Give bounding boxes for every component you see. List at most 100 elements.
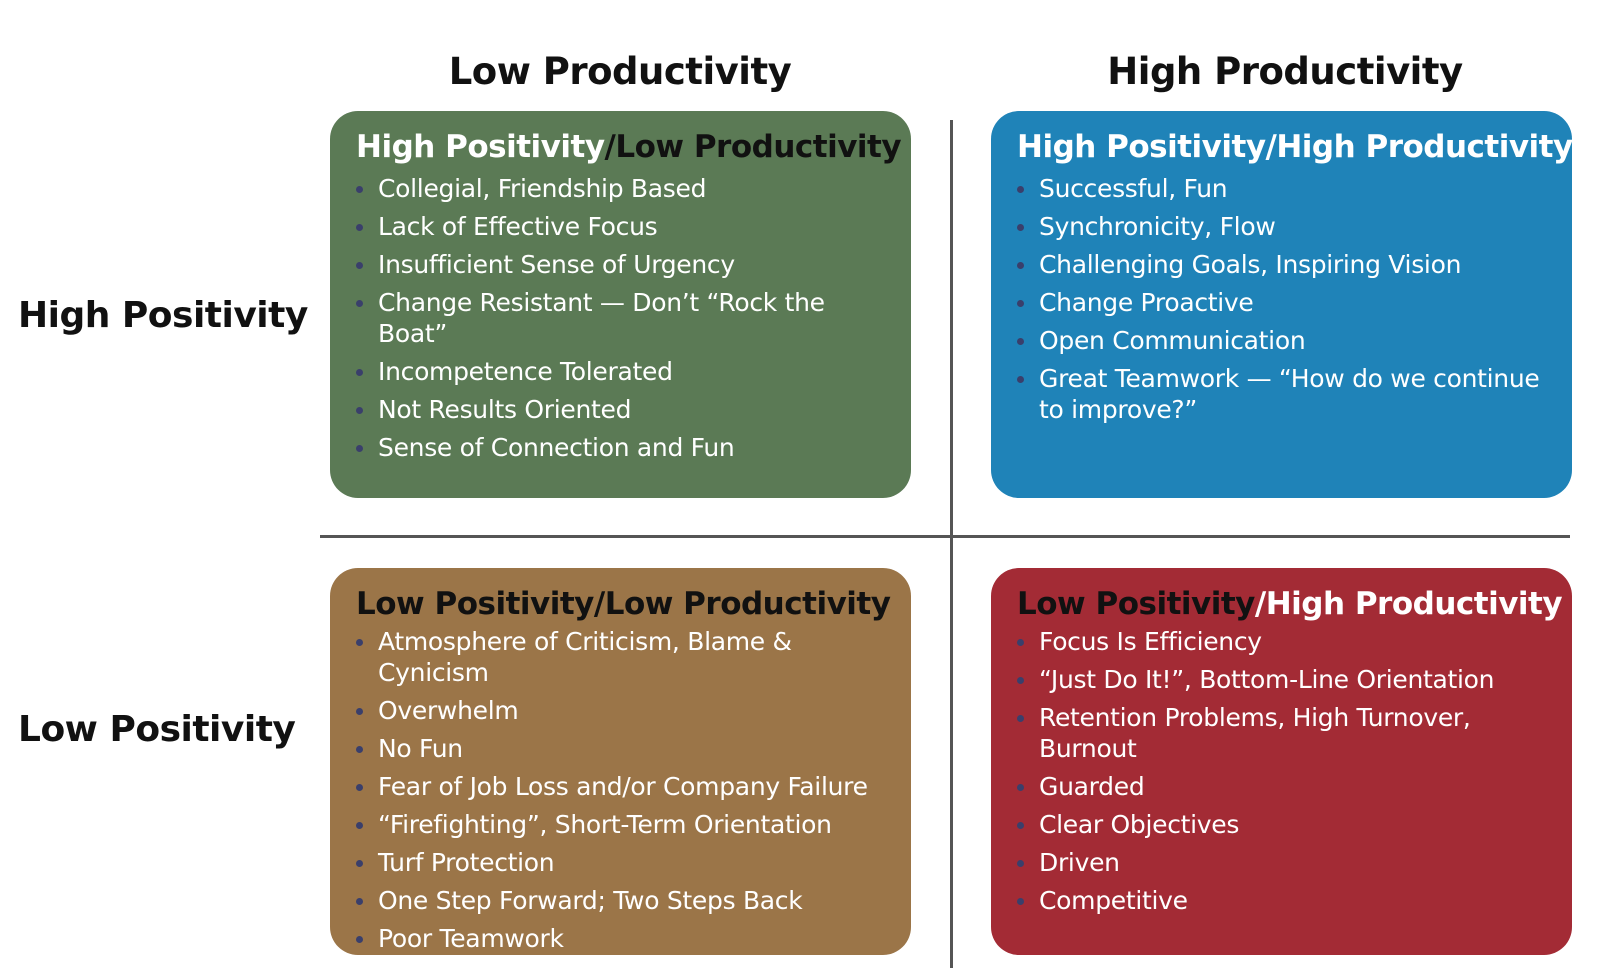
list-item-text: No Fun <box>378 734 463 763</box>
list-item-text: Incompetence Tolerated <box>378 357 673 386</box>
bullet-icon <box>1017 860 1024 867</box>
list-item: Incompetence Tolerated <box>356 356 891 387</box>
horizontal-axis-divider <box>320 535 1570 538</box>
list-item-text: Lack of Effective Focus <box>378 212 658 241</box>
quadrant-title-part-positivity: Low Positivity/Low Productivity <box>356 586 891 622</box>
list-item: Collegial, Friendship Based <box>356 173 891 204</box>
list-item-text: Poor Teamwork <box>378 924 564 953</box>
column-header-low-productivity: Low Productivity <box>448 50 792 93</box>
quadrant-title: High Positivity/High Productivity <box>1017 125 1573 169</box>
list-item: Atmosphere of Criticism, Blame & Cynicis… <box>356 626 891 688</box>
list-item: Overwhelm <box>356 695 891 726</box>
bullet-icon <box>1017 224 1024 231</box>
list-item-text: Change Resistant — Don’t “Rock the Boat” <box>378 288 825 348</box>
list-item: Competitive <box>1017 885 1552 916</box>
list-item: Change Proactive <box>1017 287 1552 318</box>
list-item-text: Fear of Job Loss and/or Company Failure <box>378 772 868 801</box>
bullet-icon <box>356 224 363 231</box>
list-item: Sense of Connection and Fun <box>356 432 891 463</box>
list-item-text: Clear Objectives <box>1039 810 1240 839</box>
quadrant-title-part-positivity: Low Positivity <box>1017 586 1255 622</box>
bullet-icon <box>1017 262 1024 269</box>
list-item: Poor Teamwork <box>356 923 891 954</box>
list-item: Turf Protection <box>356 847 891 878</box>
column-header-high-productivity: High Productivity <box>1107 50 1463 93</box>
bullet-icon <box>356 898 363 905</box>
list-item: Not Results Oriented <box>356 394 891 425</box>
quadrant-low-positivity-high-productivity: Low Positivity/High Productivity Focus I… <box>991 568 1572 955</box>
list-item-text: One Step Forward; Two Steps Back <box>378 886 803 915</box>
list-item: Lack of Effective Focus <box>356 211 891 242</box>
quadrant-item-list: Successful, Fun Synchronicity, Flow Challe… <box>1017 173 1552 425</box>
bullet-icon <box>356 822 363 829</box>
quadrant-title: High Positivity/Low Productivity <box>356 125 902 169</box>
bullet-icon <box>356 369 363 376</box>
bullet-icon <box>356 262 363 269</box>
bullet-icon <box>1017 784 1024 791</box>
bullet-icon <box>356 708 363 715</box>
list-item-text: Retention Problems, High Turnover, Burno… <box>1039 703 1471 763</box>
bullet-icon <box>1017 639 1024 646</box>
list-item: “Just Do It!”, Bottom-Line Orientation <box>1017 664 1552 695</box>
list-item-text: Turf Protection <box>378 848 555 877</box>
list-item: Synchronicity, Flow <box>1017 211 1552 242</box>
list-item-text: Competitive <box>1039 886 1188 915</box>
quadrant-high-positivity-low-productivity: High Positivity/Low Productivity Collegi… <box>330 111 911 498</box>
list-item: Successful, Fun <box>1017 173 1552 204</box>
bullet-icon <box>1017 822 1024 829</box>
bullet-icon <box>356 639 363 646</box>
list-item-text: Insufficient Sense of Urgency <box>378 250 735 279</box>
quadrant-high-positivity-high-productivity: High Positivity/High Productivity Succes… <box>991 111 1573 498</box>
list-item: Insufficient Sense of Urgency <box>356 249 891 280</box>
list-item: Driven <box>1017 847 1552 878</box>
quadrant-title: Low Positivity/High Productivity <box>1017 582 1563 626</box>
bullet-icon <box>356 186 363 193</box>
bullet-icon <box>1017 898 1024 905</box>
row-header-high-positivity: High Positivity <box>18 295 308 336</box>
list-item-text: Driven <box>1039 848 1120 877</box>
bullet-icon <box>1017 677 1024 684</box>
list-item: One Step Forward; Two Steps Back <box>356 885 891 916</box>
quadrant-title-part-productivity: /Low Productivity <box>604 129 902 165</box>
bullet-icon <box>356 860 363 867</box>
list-item: “Firefighting”, Short-Term Orientation <box>356 809 891 840</box>
list-item-text: Overwhelm <box>378 696 519 725</box>
quadrant-item-list: Focus Is Efficiency “Just Do It!”, Bottom… <box>1017 626 1552 916</box>
row-header-low-positivity: Low Positivity <box>18 709 296 750</box>
list-item-text: “Just Do It!”, Bottom-Line Orientation <box>1039 665 1495 694</box>
list-item: Great Teamwork — “How do we continue to … <box>1017 363 1552 425</box>
vertical-axis-divider <box>950 120 953 968</box>
list-item: Clear Objectives <box>1017 809 1552 840</box>
bullet-icon <box>356 445 363 452</box>
list-item-text: Change Proactive <box>1039 288 1254 317</box>
list-item: Retention Problems, High Turnover, Burno… <box>1017 702 1552 764</box>
quadrant-item-list: Collegial, Friendship Based Lack of Effec… <box>356 173 891 463</box>
list-item-text: “Firefighting”, Short-Term Orientation <box>378 810 832 839</box>
list-item-text: Successful, Fun <box>1039 174 1228 203</box>
bullet-icon <box>356 407 363 414</box>
bullet-icon <box>1017 715 1024 722</box>
bullet-icon <box>1017 186 1024 193</box>
bullet-icon <box>356 784 363 791</box>
list-item: Challenging Goals, Inspiring Vision <box>1017 249 1552 280</box>
list-item-text: Focus Is Efficiency <box>1039 627 1262 656</box>
list-item: Change Resistant — Don’t “Rock the Boat” <box>356 287 891 349</box>
list-item-text: Open Communication <box>1039 326 1306 355</box>
list-item: Fear of Job Loss and/or Company Failure <box>356 771 891 802</box>
bullet-icon <box>356 936 363 943</box>
list-item: No Fun <box>356 733 891 764</box>
list-item: Guarded <box>1017 771 1552 802</box>
bullet-icon <box>1017 376 1024 383</box>
list-item-text: Challenging Goals, Inspiring Vision <box>1039 250 1462 279</box>
list-item-text: Great Teamwork — “How do we continue to … <box>1039 364 1540 424</box>
bullet-icon <box>356 746 363 753</box>
list-item: Focus Is Efficiency <box>1017 626 1552 657</box>
list-item-text: Guarded <box>1039 772 1145 801</box>
list-item: Open Communication <box>1017 325 1552 356</box>
list-item-text: Atmosphere of Criticism, Blame & Cynicis… <box>378 627 792 687</box>
quadrant-low-positivity-low-productivity: Low Positivity/Low Productivity Atmosphe… <box>330 568 911 955</box>
list-item-text: Not Results Oriented <box>378 395 632 424</box>
list-item-text: Sense of Connection and Fun <box>378 433 735 462</box>
bullet-icon <box>1017 300 1024 307</box>
quadrant-title: Low Positivity/Low Productivity <box>356 582 891 626</box>
